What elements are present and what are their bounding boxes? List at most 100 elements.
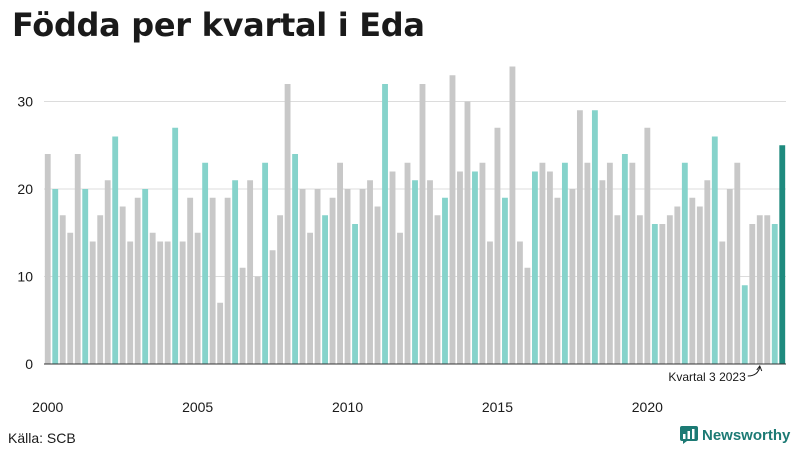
bar bbox=[659, 224, 666, 364]
bar bbox=[247, 180, 254, 364]
bar bbox=[284, 84, 291, 364]
bar bbox=[644, 127, 651, 364]
bar bbox=[599, 180, 606, 364]
bar bbox=[149, 232, 156, 364]
annotation-label: Kvartal 3 2023 bbox=[668, 370, 746, 384]
bar bbox=[651, 224, 658, 364]
bar bbox=[187, 197, 194, 364]
bar bbox=[269, 250, 276, 364]
bar bbox=[419, 84, 426, 364]
bar bbox=[546, 171, 553, 364]
bar bbox=[554, 197, 561, 364]
bar bbox=[457, 171, 463, 364]
bar bbox=[389, 171, 396, 364]
bar bbox=[52, 189, 59, 364]
brand-name: Newsworthy bbox=[702, 426, 791, 444]
bar bbox=[472, 171, 478, 364]
bar bbox=[209, 197, 216, 364]
bar bbox=[112, 136, 119, 364]
bar bbox=[689, 197, 696, 364]
bar bbox=[44, 154, 51, 364]
bar bbox=[97, 215, 104, 364]
bar bbox=[479, 162, 486, 364]
bar bbox=[517, 241, 523, 364]
bar bbox=[509, 66, 516, 364]
bar bbox=[674, 206, 681, 364]
y-tick-label: 10 bbox=[17, 269, 33, 285]
bar bbox=[442, 197, 448, 364]
bar bbox=[59, 215, 66, 364]
bar bbox=[629, 162, 636, 364]
bar bbox=[322, 215, 328, 364]
bar bbox=[67, 232, 74, 364]
bar bbox=[734, 162, 741, 364]
bar bbox=[539, 162, 546, 364]
x-tick-label: 2000 bbox=[32, 399, 63, 415]
bar bbox=[217, 302, 224, 364]
bar bbox=[771, 224, 778, 364]
bar bbox=[74, 154, 81, 364]
bar bbox=[134, 197, 141, 364]
bar bbox=[374, 206, 381, 364]
bar bbox=[719, 241, 726, 364]
bar bbox=[277, 215, 284, 364]
bar bbox=[666, 215, 673, 364]
bar bbox=[576, 110, 583, 364]
bar bbox=[104, 180, 111, 364]
y-tick-label: 0 bbox=[25, 356, 33, 372]
bar bbox=[352, 224, 358, 364]
bar bbox=[329, 197, 336, 364]
bar bbox=[142, 189, 149, 364]
source-label: Källa: SCB bbox=[8, 430, 76, 446]
bar bbox=[262, 162, 269, 364]
bar bbox=[464, 101, 471, 364]
bar bbox=[487, 241, 493, 364]
x-tick-label: 2010 bbox=[332, 399, 363, 415]
bar bbox=[344, 189, 351, 364]
bar bbox=[502, 197, 508, 364]
bar bbox=[681, 162, 688, 364]
bar bbox=[397, 232, 403, 364]
bar bbox=[614, 215, 621, 364]
bar bbox=[449, 75, 456, 364]
annotation: Kvartal 3 2023 bbox=[668, 364, 763, 384]
bar bbox=[194, 232, 201, 364]
bar bbox=[179, 241, 186, 364]
bar bbox=[561, 162, 568, 364]
bar bbox=[427, 180, 433, 364]
bar bbox=[606, 162, 613, 364]
bar bbox=[314, 189, 321, 364]
bar bbox=[254, 276, 261, 364]
annotation-arrow bbox=[747, 366, 761, 377]
x-tick-label: 2015 bbox=[482, 399, 513, 415]
annotation-arrowhead bbox=[756, 364, 763, 372]
brand-logo: Newsworthy bbox=[680, 426, 790, 444]
bar bbox=[232, 180, 239, 364]
bar bbox=[89, 241, 96, 364]
bar bbox=[711, 136, 718, 364]
bar bbox=[202, 162, 209, 364]
bar bbox=[412, 180, 418, 364]
bar bbox=[404, 162, 411, 364]
x-tick-label: 2020 bbox=[632, 399, 663, 415]
bar bbox=[591, 110, 598, 364]
bar bbox=[292, 154, 299, 364]
newsworthy-logo-icon bbox=[680, 426, 698, 444]
bar bbox=[299, 189, 306, 364]
bar bbox=[337, 162, 343, 364]
bar bbox=[359, 189, 366, 364]
x-axis-labels: 2000 2005 2010 2015 2020 bbox=[32, 399, 663, 415]
bar bbox=[382, 84, 388, 364]
bar bbox=[696, 206, 703, 364]
y-axis-labels: 0 10 20 30 bbox=[17, 94, 33, 373]
bar bbox=[157, 241, 164, 364]
y-tick-label: 20 bbox=[17, 181, 33, 197]
bar bbox=[741, 285, 748, 364]
bar bbox=[726, 189, 733, 364]
bar bbox=[779, 145, 786, 364]
bar bbox=[119, 206, 126, 364]
bar bbox=[569, 189, 576, 364]
bar bbox=[621, 154, 628, 364]
bar bbox=[307, 232, 313, 364]
